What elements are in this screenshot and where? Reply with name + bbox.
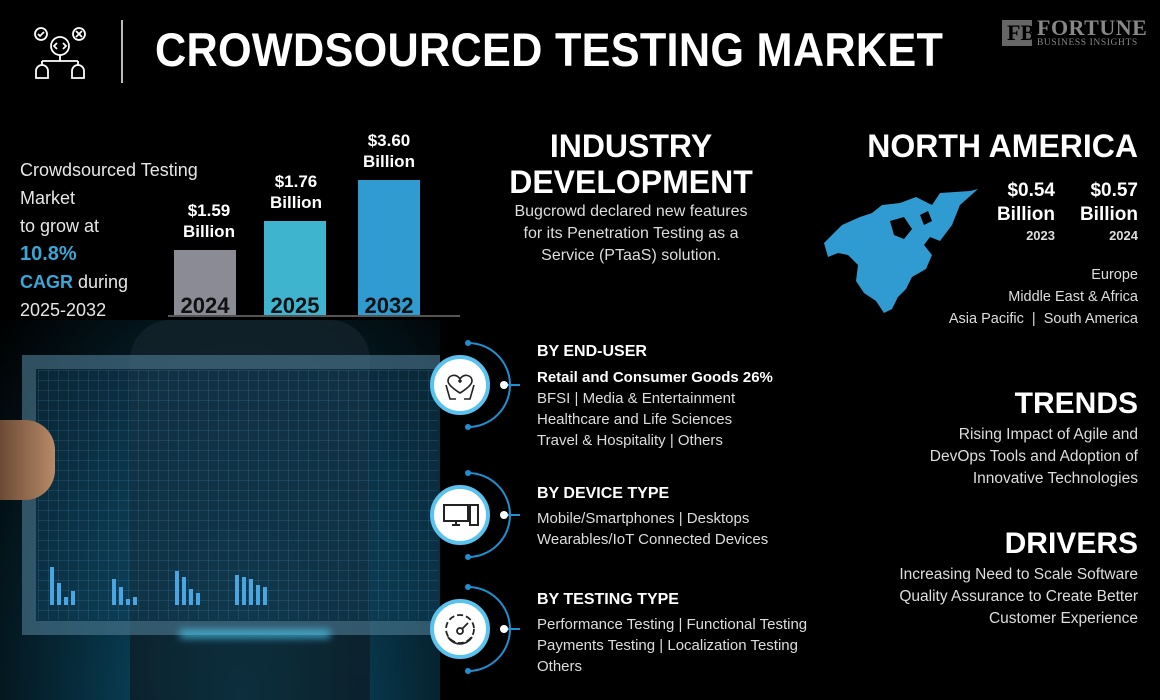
segment-testing-type-item: Payments Testing | Localization Testing <box>537 637 798 654</box>
north-america-heading: NORTH AMERICA <box>867 128 1138 164</box>
segment-device-type-heading: BY DEVICE TYPE <box>537 485 670 502</box>
na-stat-2023: $0.54 Billion 2023 <box>996 180 1055 243</box>
bar-label-2025: $1.76 Billion <box>270 172 322 212</box>
heart-hands-icon <box>430 340 520 430</box>
x-axis-line <box>168 315 460 317</box>
segment-testing-type-item: Performance Testing | Functional Testing <box>537 616 808 633</box>
drivers-text: Increasing Need to Scale Software Quality… <box>899 566 1138 627</box>
bar-2025: 2025 <box>264 221 326 318</box>
forecast-period: 2025-2032 <box>20 300 107 320</box>
segment-device-type-item: Wearables/IoT Connected Devices <box>537 531 769 548</box>
drivers-heading: DRIVERS <box>1004 527 1138 560</box>
page-title: CROWDSOURCED TESTING MARKET <box>155 23 944 76</box>
segment-testing-type-heading: BY TESTING TYPE <box>537 591 679 608</box>
north-america-map-icon <box>824 189 978 313</box>
bar-label-2032: $3.60 Billion <box>363 131 415 171</box>
industry-development-heading: INDUSTRY DEVELOPMENT <box>509 128 753 200</box>
market-size-bar-chart: $1.59 Billion $1.76 Billion $3.60 Billion 2… <box>165 120 460 320</box>
crowdsourcing-testers-icon <box>34 27 86 79</box>
logo-line1: FORTUNE <box>1037 15 1148 40</box>
speedometer-icon <box>430 584 520 674</box>
segment-end-user-item: BFSI | Media & Entertainment <box>537 390 736 407</box>
segment-device-type-item: Mobile/Smartphones | Desktops <box>537 510 750 527</box>
segment-testing-type-item: Others <box>537 658 583 675</box>
other-regions-list: Europe Middle East & Africa Asia Pacific… <box>948 267 1138 327</box>
bar-2032: 2032 <box>358 180 420 318</box>
bar-label-2024: $1.59 Billion <box>183 201 235 241</box>
bar-2024: 2024 <box>174 250 236 318</box>
industry-development-text: Bugcrowd declared new features for its Pe… <box>514 203 748 264</box>
fortune-business-insights-logo[interactable]: FB FORTUNE BUSINESS INSIGHTS <box>1002 15 1148 48</box>
cagr-label: CAGR <box>20 272 73 292</box>
header-divider <box>121 20 123 83</box>
trends-heading: TRENDS <box>1014 387 1138 420</box>
hero-digital-dashboard-image <box>0 320 440 700</box>
segment-end-user-item: Retail and Consumer Goods 26% <box>537 369 773 386</box>
trends-text: Rising Impact of Agile and DevOps Tools a… <box>929 426 1138 487</box>
logo-mark-icon: FB <box>1002 20 1035 46</box>
logo-line2: BUSINESS INSIGHTS <box>1037 38 1138 48</box>
desktop-computer-icon <box>430 470 520 560</box>
market-growth-summary: Crowdsourced Testing Market to grow at 1… <box>20 156 198 324</box>
cagr-value: 10.8% <box>20 243 77 265</box>
na-stat-2024: $0.57 Billion 2024 <box>1079 180 1138 243</box>
segment-end-user-item: Healthcare and Life Sciences <box>537 411 733 428</box>
segment-end-user-item: Travel & Hospitality | Others <box>537 432 723 449</box>
segment-end-user-heading: BY END-USER <box>537 343 647 360</box>
